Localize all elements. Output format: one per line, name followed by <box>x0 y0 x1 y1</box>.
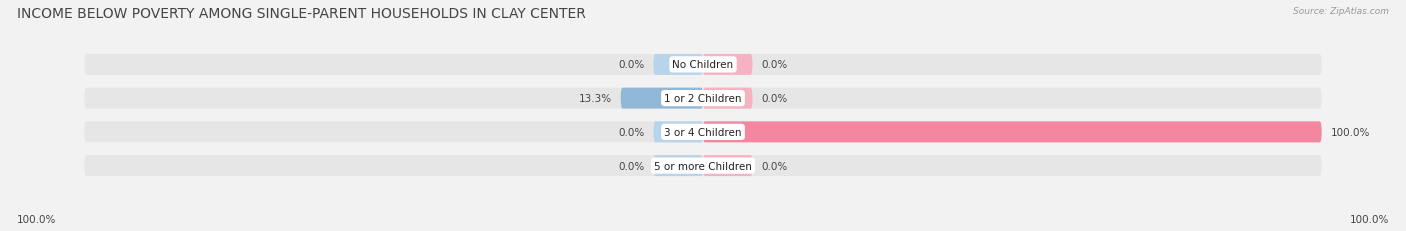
FancyBboxPatch shape <box>654 122 703 143</box>
Text: 100.0%: 100.0% <box>17 214 56 224</box>
Text: 0.0%: 0.0% <box>619 60 644 70</box>
Text: 13.3%: 13.3% <box>578 94 612 104</box>
Text: 0.0%: 0.0% <box>619 161 644 171</box>
Text: 3 or 4 Children: 3 or 4 Children <box>664 127 742 137</box>
FancyBboxPatch shape <box>84 155 1322 176</box>
FancyBboxPatch shape <box>654 55 703 76</box>
FancyBboxPatch shape <box>620 88 703 109</box>
Text: 100.0%: 100.0% <box>1350 214 1389 224</box>
FancyBboxPatch shape <box>84 88 1322 109</box>
Text: 0.0%: 0.0% <box>762 60 787 70</box>
FancyBboxPatch shape <box>84 122 1322 143</box>
FancyBboxPatch shape <box>703 155 752 176</box>
Text: 0.0%: 0.0% <box>762 161 787 171</box>
Text: 5 or more Children: 5 or more Children <box>654 161 752 171</box>
FancyBboxPatch shape <box>703 122 1322 143</box>
Text: 1 or 2 Children: 1 or 2 Children <box>664 94 742 104</box>
Text: No Children: No Children <box>672 60 734 70</box>
FancyBboxPatch shape <box>703 55 752 76</box>
Text: INCOME BELOW POVERTY AMONG SINGLE-PARENT HOUSEHOLDS IN CLAY CENTER: INCOME BELOW POVERTY AMONG SINGLE-PARENT… <box>17 7 586 21</box>
Text: 100.0%: 100.0% <box>1331 127 1371 137</box>
FancyBboxPatch shape <box>654 155 703 176</box>
Text: 0.0%: 0.0% <box>762 94 787 104</box>
FancyBboxPatch shape <box>703 88 752 109</box>
Text: Source: ZipAtlas.com: Source: ZipAtlas.com <box>1294 7 1389 16</box>
FancyBboxPatch shape <box>84 55 1322 76</box>
Text: 0.0%: 0.0% <box>619 127 644 137</box>
